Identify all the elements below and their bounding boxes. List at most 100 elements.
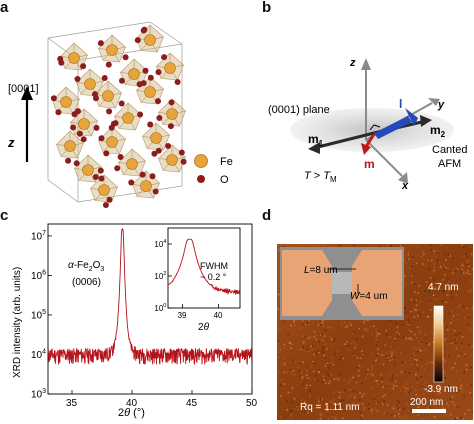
o-atom [65, 157, 72, 164]
legend-fe-label: Fe [220, 156, 233, 168]
afm-pixel [419, 350, 422, 352]
afm-pixel [445, 325, 448, 328]
xrd-main-ytick-label: 105 [31, 309, 46, 322]
xrd-main-ytick-label: 104 [31, 348, 46, 361]
afm-pixel [291, 373, 293, 375]
o-atom [102, 202, 109, 208]
panel-label-d: d [262, 207, 272, 224]
afm-pixel [451, 419, 454, 420]
afm-pixel [360, 350, 363, 352]
afm-pixel [278, 356, 280, 358]
afm-pixel [413, 339, 415, 341]
o-atom [156, 115, 163, 121]
afm-pixel [404, 390, 407, 393]
afm-pixel [339, 401, 341, 404]
afm-pixel [354, 343, 357, 346]
afm-pixel [399, 351, 402, 354]
afm-pixel [373, 325, 375, 327]
afm-pixel [401, 369, 404, 372]
afm-pixel [447, 329, 449, 331]
afm-pixel [447, 254, 450, 256]
afm-pixel [306, 369, 309, 372]
afm-pixel [307, 411, 309, 414]
afm-pixel [278, 316, 281, 319]
afm-pixel [431, 386, 433, 389]
afm-pixel [401, 364, 403, 367]
afm-pixel [309, 384, 312, 387]
y-axis-label: y [437, 99, 445, 111]
afm-pixel [443, 264, 445, 266]
afm-pixel [427, 407, 429, 410]
afm-pixel [335, 377, 338, 379]
right-contact-pad [352, 250, 402, 316]
canted-label: Canted [432, 144, 467, 156]
afm-pixel [383, 400, 386, 402]
afm-pixel [338, 358, 341, 361]
o-atom [106, 108, 113, 115]
afm-pixel [283, 363, 286, 366]
fe-atom [60, 96, 72, 108]
xrd-inset-xtick-label: 40 [214, 311, 223, 320]
afm-pixel [422, 263, 424, 265]
afm-pixel [434, 287, 437, 290]
afm-pixel [302, 377, 304, 380]
afm-pixel [359, 357, 362, 360]
afm-pixel [400, 389, 402, 392]
afm-pixel [286, 400, 288, 403]
afm-pixel [371, 412, 373, 415]
afm-pixel [384, 385, 387, 388]
o-atom [155, 98, 161, 105]
afm-pixel [327, 371, 329, 374]
afm-pixel [371, 333, 373, 336]
afm-pixel [410, 330, 412, 333]
afm-pixel [452, 268, 455, 271]
afm-pixel [298, 370, 301, 372]
afm-pixel [425, 337, 428, 340]
afm-pixel [400, 371, 403, 374]
afm-pixel [318, 400, 320, 403]
afm-pixel [331, 327, 334, 329]
afm-pixel [283, 346, 286, 349]
afm-pixel [361, 403, 364, 405]
afm-pixel [415, 309, 418, 312]
afm-pixel [287, 391, 290, 394]
afm-pixel [375, 402, 378, 405]
m-label: m [364, 157, 375, 171]
afm-pixel [419, 330, 421, 332]
afm-pixel [368, 408, 370, 410]
legend-o-label: O [220, 174, 229, 186]
afm-pixel [329, 401, 331, 403]
o-atom [147, 74, 154, 81]
afm-pixel [375, 335, 378, 337]
afm-pixel [412, 244, 415, 247]
afm-pixel [338, 377, 341, 380]
o-atom [141, 26, 148, 33]
afm-pixel [457, 355, 460, 357]
afm-pixel [413, 316, 416, 318]
afm-pixel [280, 395, 282, 397]
afm-pixel [332, 340, 335, 342]
afm-pixel [431, 385, 434, 388]
afm-pixel [308, 323, 310, 326]
afm-pixel [312, 345, 314, 347]
afm-pixel [466, 264, 469, 266]
afm-pixel [304, 401, 306, 403]
afm-pixel [468, 265, 470, 267]
afm-pixel [301, 376, 304, 378]
left-contact-pad [282, 250, 332, 316]
afm-pixel [323, 354, 325, 357]
afm-pixel [277, 293, 280, 296]
afm-pixel [337, 350, 339, 352]
afm-pixel [303, 339, 305, 342]
afm-pixel [446, 386, 448, 388]
afm-pixel [419, 332, 421, 335]
afm-pixel [470, 253, 473, 255]
m1-vector [313, 131, 375, 150]
afm-pixel [293, 374, 296, 376]
sample-label: α-Fe2O3 [68, 260, 104, 273]
afm-pixel [321, 351, 324, 353]
afm-pixel [439, 392, 441, 394]
afm-pixel [432, 294, 435, 296]
afm-pixel [469, 246, 471, 248]
afm-pixel [348, 389, 351, 392]
